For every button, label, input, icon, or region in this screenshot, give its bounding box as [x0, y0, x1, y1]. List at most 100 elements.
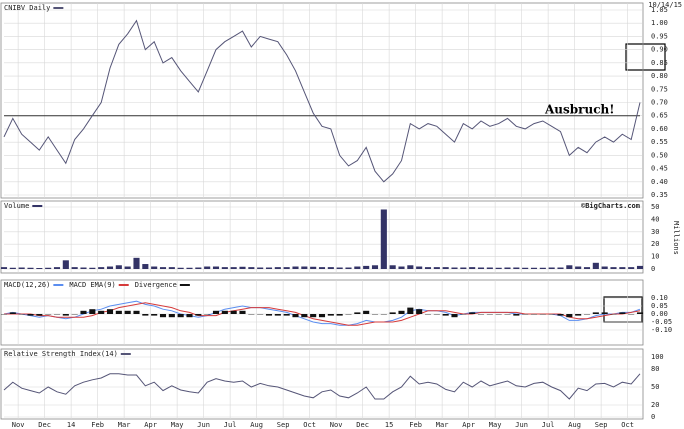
- y-tick-label: 0.85: [651, 59, 668, 67]
- bar: [398, 266, 405, 269]
- x-tick-label: Apr: [462, 421, 475, 429]
- bar: [142, 264, 149, 269]
- bar: [477, 267, 485, 269]
- bar: [363, 265, 370, 269]
- bar: [327, 267, 334, 269]
- y-tick-label: 0.75: [651, 85, 668, 93]
- bar: [239, 266, 246, 269]
- y-tick-label: 20: [651, 401, 659, 409]
- x-tick-label: Oct: [303, 421, 316, 429]
- bar: [442, 314, 449, 316]
- bar: [636, 312, 644, 314]
- x-tick-label: Oct: [621, 421, 634, 429]
- y-tick-label: 0.35: [651, 191, 668, 199]
- bar: [310, 314, 317, 318]
- bar: [195, 267, 202, 269]
- bar: [592, 262, 599, 269]
- bar: [274, 267, 281, 269]
- y-tick-label: 10: [651, 253, 659, 261]
- bar: [27, 314, 34, 316]
- bar: [257, 267, 264, 269]
- x-tick-label: Feb: [409, 421, 422, 429]
- bar: [212, 266, 220, 269]
- y-tick-label: 0.00: [651, 310, 668, 318]
- bar: [151, 314, 158, 316]
- legend-label: Relative Strength Index(14): [4, 350, 118, 358]
- annotation: Ausbruch!: [544, 103, 615, 117]
- x-tick-label: Mar: [118, 421, 131, 429]
- bar: [98, 310, 105, 314]
- y-tick-label: 0.05: [651, 302, 668, 310]
- x-tick-label: Jun: [197, 421, 210, 429]
- source-label: ©BigCharts.com: [581, 202, 640, 210]
- bar: [124, 310, 131, 314]
- bar: [557, 314, 564, 316]
- x-tick-label: Aug: [250, 421, 263, 429]
- bar: [592, 312, 599, 314]
- y-tick-label: 0.10: [651, 294, 668, 302]
- bar: [451, 267, 458, 269]
- bar: [619, 312, 626, 314]
- bar: [566, 265, 573, 269]
- legend-label: CNIBV Daily: [4, 4, 50, 12]
- bar: [89, 267, 96, 269]
- bar: [186, 267, 193, 269]
- bar: [89, 309, 96, 314]
- y-tick-label: 0: [651, 265, 655, 273]
- bar: [424, 267, 432, 269]
- y-tick-label: -0.10: [651, 326, 672, 334]
- x-tick-label: Nov: [330, 421, 343, 429]
- bar: [416, 266, 423, 269]
- bar: [80, 310, 87, 314]
- y-tick-label: 0.90: [651, 46, 668, 54]
- y-tick-label: 1.05: [651, 6, 668, 14]
- highlight-box: [603, 296, 643, 323]
- panel-frame: [0, 2, 644, 199]
- bar: [80, 267, 87, 269]
- bar: [327, 314, 334, 316]
- bar: [460, 267, 467, 269]
- bar: [407, 307, 414, 314]
- x-tick-label: Jul: [542, 421, 555, 429]
- bar: [212, 310, 220, 314]
- x-tick-label: May: [489, 421, 502, 429]
- bar: [168, 267, 175, 269]
- bar: [389, 312, 396, 314]
- y-tick-label: 0.70: [651, 99, 668, 107]
- bar: [318, 267, 326, 269]
- bar: [557, 267, 564, 269]
- bar: [601, 266, 608, 269]
- bar: [548, 267, 555, 269]
- y-tick-label: 80: [651, 365, 659, 373]
- bar: [27, 267, 34, 269]
- x-tick-label: 14: [67, 421, 75, 429]
- series-line: [3, 19, 641, 183]
- bar: [371, 265, 379, 269]
- bar: [142, 314, 149, 316]
- bar: [177, 314, 184, 318]
- x-tick-label: Dec: [38, 421, 51, 429]
- panel-frame: [0, 200, 644, 274]
- bar: [239, 310, 246, 314]
- bar: [151, 266, 158, 269]
- bar: [504, 267, 511, 269]
- bar: [363, 310, 370, 314]
- bar: [36, 268, 43, 269]
- bar: [133, 257, 140, 269]
- x-tick-label: Sep: [595, 421, 608, 429]
- bar: [62, 314, 69, 316]
- bar: [530, 267, 538, 269]
- bar: [221, 267, 228, 269]
- bar: [389, 265, 396, 269]
- bar: [9, 312, 16, 314]
- bar: [495, 267, 502, 269]
- bar: [283, 267, 290, 269]
- y-tick-label: 0.55: [651, 138, 668, 146]
- bar: [265, 267, 273, 269]
- bar: [292, 266, 299, 269]
- bar: [98, 267, 105, 269]
- x-tick-label: Sep: [277, 421, 290, 429]
- legend-label: MACD(12,26): [4, 281, 50, 289]
- bar: [575, 266, 582, 269]
- y-tick-label: 20: [651, 240, 659, 248]
